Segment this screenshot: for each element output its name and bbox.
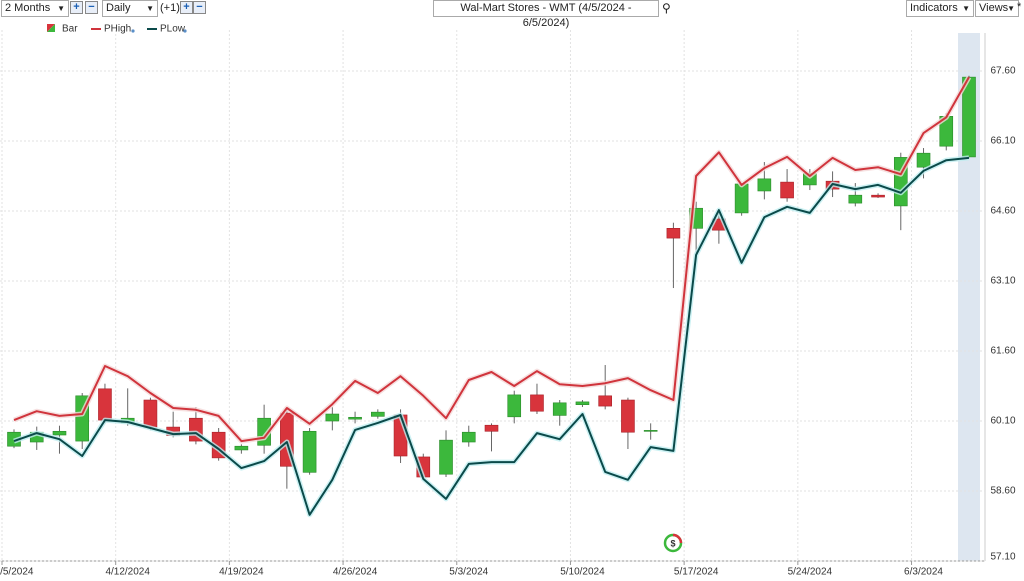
- candle-body: [234, 445, 249, 451]
- candle-body: [757, 178, 772, 192]
- y-tick-label: 67.60: [990, 66, 1015, 77]
- offset-plus[interactable]: +: [180, 1, 193, 14]
- star: *: [1017, 1, 1022, 13]
- candle-body: [621, 399, 635, 433]
- candle-body: [143, 399, 158, 428]
- candle-body: [371, 411, 385, 417]
- x-tick-label: 4/5/2024: [0, 567, 34, 578]
- y-tick-label: 58.60: [990, 486, 1015, 497]
- line-phigh: [13, 76, 970, 443]
- candle-body: [302, 430, 317, 473]
- interval-text: Daily: [106, 2, 131, 14]
- interval-select[interactable]: Daily ▼: [102, 0, 158, 17]
- candle-body: [52, 430, 67, 436]
- x-tick-label: 5/17/2024: [674, 567, 719, 578]
- offset-text: (+1): [160, 2, 180, 14]
- caret: ▼: [57, 4, 65, 13]
- grid: [0, 30, 985, 562]
- x-tick-label: 5/3/2024: [449, 567, 488, 578]
- candle-body: [666, 228, 681, 239]
- candle-body: [325, 413, 340, 422]
- y-tick-label: 64.60: [990, 206, 1015, 217]
- legend-label: PLow: [160, 24, 186, 35]
- candle-body: [734, 183, 749, 214]
- y-tick-label: 57.10: [990, 552, 1015, 563]
- range-text: 2 Months: [5, 2, 51, 14]
- candle-body: [575, 401, 590, 405]
- y-tick-label: 60.10: [990, 416, 1015, 427]
- candle-body: [507, 394, 522, 418]
- marks: [7, 75, 976, 518]
- caret: ▼: [1007, 4, 1015, 13]
- candle-body: [484, 424, 499, 432]
- range-select[interactable]: 2 Months ▼: [1, 0, 69, 17]
- symbol-text: Wal-Mart Stores - WMT (4/5/2024 - 6/5/20…: [460, 2, 632, 29]
- legend-label: Bar: [62, 24, 78, 35]
- candle-body: [348, 416, 362, 420]
- candle-body: [598, 395, 612, 407]
- candle-body: [916, 152, 931, 168]
- x-tick-label: 5/24/2024: [788, 567, 833, 578]
- line-halo: [13, 75, 972, 444]
- dividend-icon[interactable]: $: [663, 533, 683, 553]
- candle-body: [871, 194, 885, 198]
- views-text: Views: [979, 2, 1009, 14]
- candle-body: [530, 394, 544, 412]
- highlight-band: [958, 33, 980, 561]
- y-tick-label: 63.10: [990, 276, 1015, 287]
- candle-body: [439, 439, 453, 475]
- legend: Bar PHigh PLow: [47, 24, 187, 35]
- legend-swatch: [47, 24, 55, 32]
- line-plow: [13, 156, 970, 516]
- x-tick-label: 4/26/2024: [333, 567, 378, 578]
- candle-body: [98, 388, 112, 421]
- x-tick-label: 4/12/2024: [105, 567, 150, 578]
- y-tick-label: 61.60: [990, 346, 1015, 357]
- candle-body: [848, 194, 863, 204]
- candle-body: [643, 430, 658, 432]
- legend-dot: [131, 29, 135, 33]
- toolbar: 2 Months ▼ + − Daily ▼ (+1) + − Wal-Mart S…: [0, 0, 1024, 29]
- legend-label: PHigh: [104, 24, 131, 35]
- x-tick-label: 5/10/2024: [560, 567, 605, 578]
- candle-body: [552, 402, 567, 416]
- icon-ring: [672, 533, 683, 544]
- candle-body: [461, 431, 476, 443]
- candle-body: [780, 181, 794, 199]
- x-tick-label: 4/19/2024: [219, 567, 264, 578]
- views-select[interactable]: Views ▼: [975, 0, 1019, 17]
- zoom-in[interactable]: +: [70, 1, 83, 14]
- legend-dot: [183, 29, 187, 33]
- x-tick-label: 6/3/2024: [904, 567, 943, 578]
- indicators-select[interactable]: Indicators ▼: [906, 0, 974, 17]
- icon-glyph: $: [670, 538, 675, 548]
- caret: ▼: [146, 4, 154, 13]
- symbol-box[interactable]: Wal-Mart Stores - WMT (4/5/2024 - 6/5/20…: [433, 0, 659, 29]
- offset-minus[interactable]: −: [193, 1, 206, 14]
- zoom-out[interactable]: −: [85, 1, 98, 14]
- search-icon[interactable]: ⚲: [662, 1, 671, 15]
- indicators-text: Indicators: [910, 2, 958, 14]
- y-tick-label: 66.10: [990, 136, 1015, 147]
- caret: ▼: [962, 4, 970, 13]
